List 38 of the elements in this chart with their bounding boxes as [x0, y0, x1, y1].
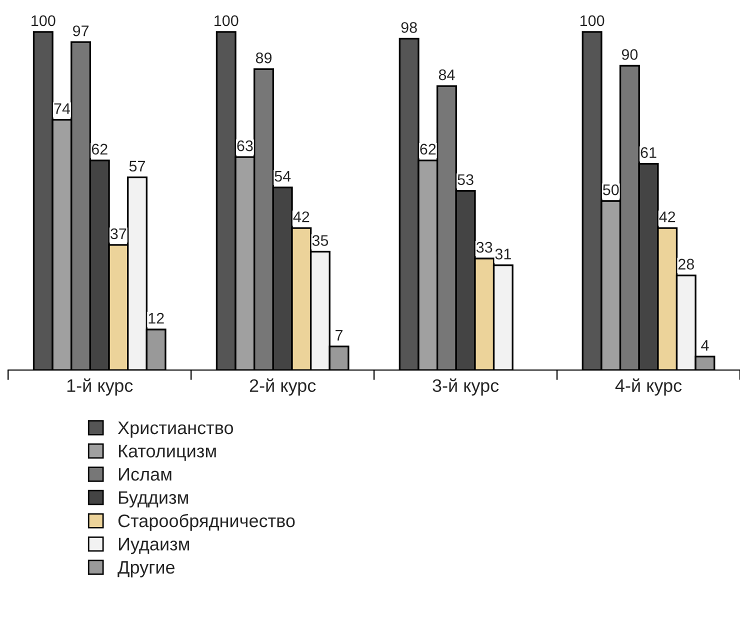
data-label: 100 [214, 15, 238, 26]
data-label: 53 [458, 174, 474, 186]
legend-label: Католицизм [118, 444, 216, 461]
x-tick-label: 4-й курс [615, 378, 682, 396]
x-tick-label: 1-й курс [67, 378, 133, 396]
data-label: 4 [701, 340, 709, 351]
data-label: 90 [622, 49, 638, 60]
legend-label: Буддизм [118, 491, 188, 508]
data-label: 97 [73, 25, 89, 36]
legend-label: Иудаизм [118, 538, 190, 554]
data-label: 37 [110, 228, 126, 240]
data-label: 89 [256, 52, 272, 64]
legend-label: Старообрядничество [118, 514, 295, 531]
x-tick-label: 2-й курс [250, 378, 316, 396]
data-label: 42 [293, 211, 310, 222]
x-tick-label: 3-й курс [432, 378, 499, 396]
data-label: 62 [420, 144, 436, 155]
data-label: 35 [312, 235, 328, 246]
data-label: 63 [237, 140, 253, 152]
data-label: 74 [54, 103, 70, 114]
data-label: 98 [401, 22, 417, 33]
data-label: 100 [32, 15, 56, 26]
data-label: 100 [580, 15, 604, 26]
data-label: 31 [495, 248, 511, 260]
data-label: 28 [678, 258, 694, 270]
data-label: 57 [129, 160, 145, 172]
data-label: 62 [92, 144, 108, 155]
data-label: 33 [476, 242, 492, 253]
legend-label: Ислам [118, 468, 172, 481]
data-label: 7 [336, 330, 343, 340]
legend-label: Другие [118, 561, 175, 578]
legend-label: Христианство [118, 422, 234, 438]
data-label: 54 [274, 171, 291, 182]
data-label: 84 [438, 69, 455, 80]
data-label: 12 [148, 312, 164, 324]
data-label: 42 [659, 211, 676, 222]
data-label: 61 [640, 147, 656, 158]
data-label: 50 [602, 184, 619, 196]
